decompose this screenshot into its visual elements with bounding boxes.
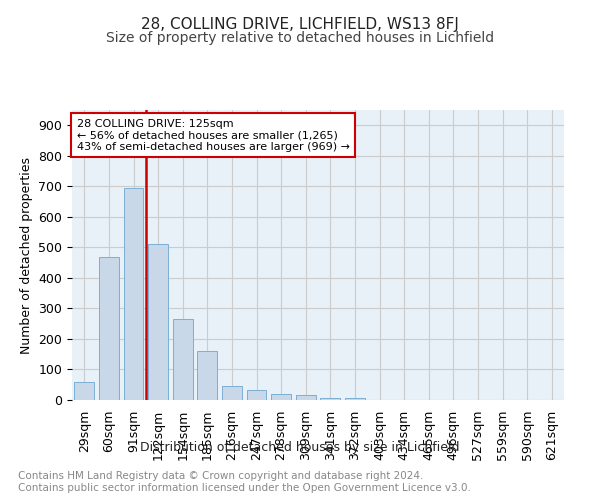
Text: 28, COLLING DRIVE, LICHFIELD, WS13 8FJ: 28, COLLING DRIVE, LICHFIELD, WS13 8FJ — [141, 18, 459, 32]
Bar — [148, 244, 168, 400]
Y-axis label: Number of detached properties: Number of detached properties — [20, 156, 33, 354]
Bar — [271, 394, 291, 400]
Bar — [74, 382, 94, 400]
Bar — [222, 386, 242, 400]
Bar — [296, 396, 316, 400]
Bar — [247, 390, 266, 400]
Text: Distribution of detached houses by size in Lichfield: Distribution of detached houses by size … — [140, 441, 460, 454]
Bar — [345, 398, 365, 400]
Bar — [197, 351, 217, 400]
Bar — [173, 319, 193, 400]
Text: Contains HM Land Registry data © Crown copyright and database right 2024.
Contai: Contains HM Land Registry data © Crown c… — [18, 471, 471, 492]
Bar — [99, 256, 119, 400]
Bar — [124, 188, 143, 400]
Text: Size of property relative to detached houses in Lichfield: Size of property relative to detached ho… — [106, 31, 494, 45]
Bar — [320, 398, 340, 400]
Text: 28 COLLING DRIVE: 125sqm
← 56% of detached houses are smaller (1,265)
43% of sem: 28 COLLING DRIVE: 125sqm ← 56% of detach… — [77, 118, 350, 152]
